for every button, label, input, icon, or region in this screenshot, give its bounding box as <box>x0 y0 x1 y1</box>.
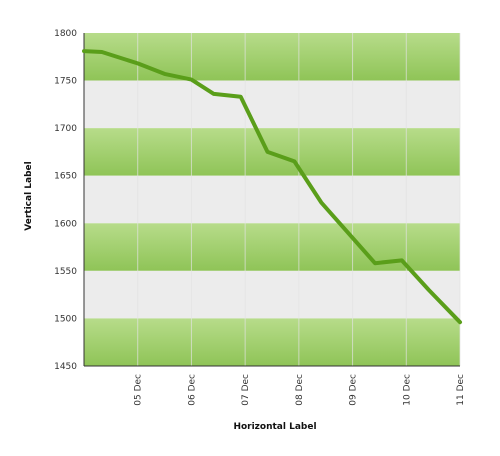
band-gray <box>84 175 460 224</box>
band-green <box>84 318 460 366</box>
x-tick-label: 08 Dec <box>295 374 305 406</box>
y-axis-title: Vertical Label <box>24 161 34 230</box>
x-axis-title: Horizontal Label <box>233 422 316 432</box>
x-tick-label: 06 Dec <box>187 374 197 406</box>
y-tick-label: 1650 <box>54 172 77 182</box>
background-bands <box>84 33 460 366</box>
series-line <box>82 49 462 325</box>
x-tick-label: 11 Dec <box>456 374 466 406</box>
y-tick-label: 1500 <box>54 314 77 324</box>
gridlines <box>137 33 461 366</box>
x-tick-label: 07 Dec <box>241 374 251 406</box>
y-tick-label: 1700 <box>54 124 77 134</box>
axes <box>83 33 460 367</box>
band-green <box>84 33 460 81</box>
band-gray <box>84 270 460 319</box>
band-green <box>84 223 460 271</box>
x-tick-label: 05 Dec <box>134 374 144 406</box>
y-tick-label: 1750 <box>54 77 77 87</box>
data-series <box>82 49 462 325</box>
y-tick-label: 1800 <box>54 29 77 39</box>
x-tick-label: 10 Dec <box>402 374 412 406</box>
y-tick-label: 1450 <box>54 362 77 372</box>
band-gray <box>84 80 460 129</box>
y-tick-label: 1550 <box>54 267 77 277</box>
tick-labels: 1450 1500 1550 1600 1650 1700 1750 1800 05 Dec 06… <box>54 29 466 406</box>
y-tick-label: 1600 <box>54 219 77 229</box>
x-tick-label: 09 Dec <box>349 374 359 406</box>
